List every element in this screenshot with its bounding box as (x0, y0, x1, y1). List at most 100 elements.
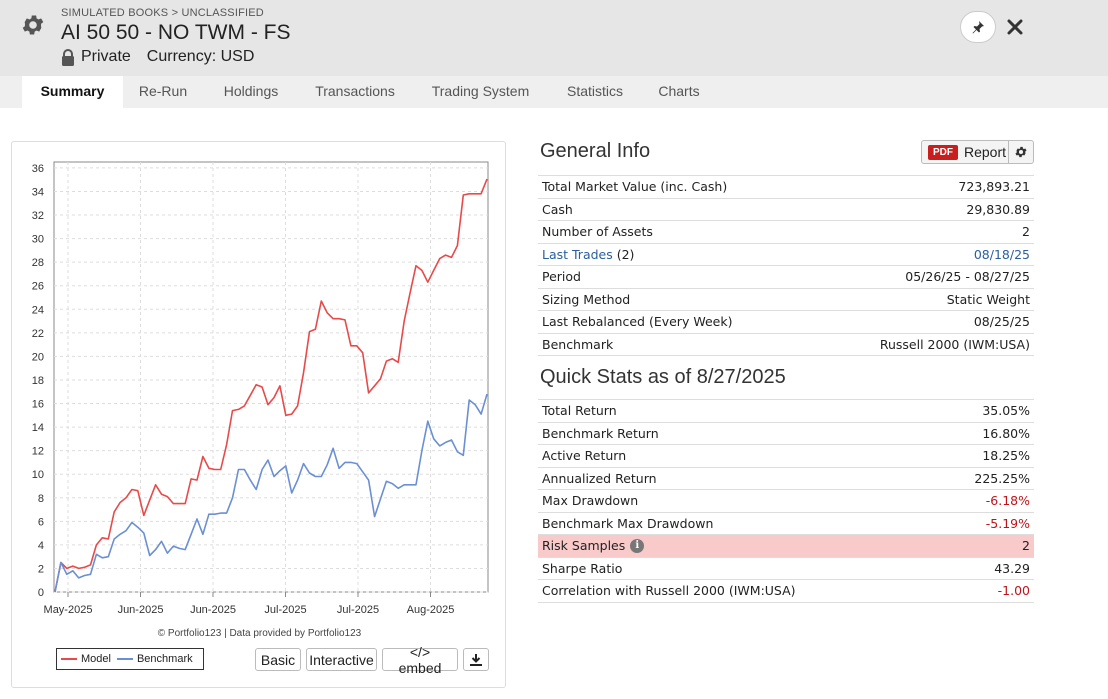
y-tick-label: 18 (32, 375, 44, 387)
pdf-icon: PDF (928, 144, 958, 160)
tab-summary[interactable]: Summary (22, 76, 123, 108)
stat-row-risk-samples: Risk Samples i 2 (538, 535, 1034, 558)
stat-value: 2 (1022, 538, 1030, 554)
last-trades-count: (2) (612, 246, 635, 262)
info-icon[interactable]: i (630, 538, 645, 553)
download-button[interactable] (463, 648, 489, 671)
pin-button[interactable] (960, 11, 996, 43)
stat-label: Benchmark Return (542, 425, 659, 441)
interactive-button[interactable]: Interactive (306, 648, 377, 671)
chart-credit: © Portfolio123 | Data provided by Portfo… (157, 628, 362, 639)
x-tick-label: Jun-2025 (190, 604, 236, 616)
stat-value: -6.18% (985, 493, 1030, 509)
y-tick-label: 24 (32, 304, 44, 316)
stat-value: 18.25% (982, 448, 1030, 464)
info-value: Russell 2000 (IWM:USA) (879, 336, 1030, 352)
tab-bar: Summary Re-Run Holdings Transactions Tra… (0, 76, 1108, 108)
tab-trading-system[interactable]: Trading System (431, 83, 530, 99)
report-label: Report (964, 144, 1007, 160)
y-tick-label: 2 (38, 563, 44, 575)
tab-re-run[interactable]: Re-Run (138, 83, 188, 99)
stat-value: -1.00 (997, 583, 1030, 599)
info-label: Last Rebalanced (Every Week) (542, 314, 733, 330)
stat-label: Risk Samples i (542, 538, 645, 554)
x-tick-label: Jul-2025 (337, 604, 379, 616)
info-label: Benchmark (542, 336, 614, 352)
visibility-label: Private (81, 48, 131, 65)
y-tick-label: 14 (32, 422, 44, 434)
header-bar: SIMULATED BOOKS > UNCLASSIFIED AI 50 50 … (0, 0, 1108, 76)
info-label: Cash (542, 201, 573, 217)
y-tick-label: 4 (38, 540, 44, 552)
info-value: 2 (1022, 224, 1030, 240)
y-tick-label: 12 (32, 446, 44, 458)
last-trades-link[interactable]: Last Trades (542, 246, 613, 262)
info-value: 05/26/25 - 08/27/25 (905, 269, 1030, 285)
currency-label: Currency: USD (146, 48, 255, 65)
info-label: Number of Assets (542, 224, 653, 240)
y-tick-label: 26 (32, 281, 44, 293)
risk-samples-label: Risk Samples (542, 538, 626, 554)
info-row-period: Period 05/26/25 - 08/27/25 (538, 266, 1034, 289)
info-row-benchmark: Benchmark Russell 2000 (IWM:USA) (538, 334, 1034, 356)
info-row-last-rebalanced: Last Rebalanced (Every Week) 08/25/25 (538, 311, 1034, 334)
info-row-cash: Cash 29,830.89 (538, 199, 1034, 221)
gear-icon[interactable] (20, 12, 46, 38)
y-tick-label: 34 (32, 186, 44, 198)
stat-label: Benchmark Max Drawdown (542, 515, 714, 531)
legend-item-model[interactable]: Model (61, 653, 111, 665)
info-value: 08/25/25 (973, 314, 1030, 330)
info-label: Total Market Value (inc. Cash) (542, 179, 728, 195)
stat-label: Sharpe Ratio (542, 560, 623, 576)
info-row-last-trades: Last Trades (2) 08/18/25 (538, 244, 1034, 266)
stat-row-benchmark-max-drawdown: Benchmark Max Drawdown -5.19% (538, 513, 1034, 535)
download-icon (470, 653, 482, 666)
y-tick-label: 32 (32, 210, 44, 222)
legend-label-benchmark: Benchmark (136, 653, 193, 665)
info-label: Period (542, 269, 581, 285)
close-button[interactable] (1004, 16, 1026, 38)
info-value: 723,893.21 (958, 179, 1030, 195)
report-settings-button[interactable] (1008, 140, 1034, 164)
plot-area (53, 161, 489, 593)
y-tick-label: 22 (32, 328, 44, 340)
y-tick-label: 30 (32, 234, 44, 246)
tab-charts[interactable]: Charts (658, 83, 700, 99)
y-tick-label: 36 (32, 163, 44, 175)
last-trades-date-link[interactable]: 08/18/25 (973, 246, 1030, 262)
page-title: AI 50 50 - NO TWM - FS (61, 21, 291, 44)
x-tick-label: Aug-2025 (407, 604, 455, 616)
performance-chart[interactable]: 024681012141618202224262830323436May-202… (12, 142, 507, 622)
stat-value: 16.80% (982, 425, 1030, 441)
y-tick-label: 28 (32, 257, 44, 269)
stat-row-max-drawdown: Max Drawdown -6.18% (538, 490, 1034, 513)
stat-row-correlation: Correlation with Russell 2000 (IWM:USA) … (538, 580, 1034, 603)
quick-stats-title: Quick Stats as of 8/27/2025 (540, 366, 786, 388)
stat-label: Annualized Return (542, 470, 657, 486)
stat-row-total-return: Total Return 35.05% (538, 400, 1034, 423)
legend-item-benchmark[interactable]: Benchmark (116, 653, 193, 665)
stat-label: Active Return (542, 448, 627, 464)
y-tick-label: 16 (32, 399, 44, 411)
embed-button[interactable]: </> embed (382, 644, 458, 676)
tab-transactions[interactable]: Transactions (315, 83, 395, 99)
gear-icon (1015, 146, 1027, 158)
tab-holdings[interactable]: Holdings (223, 83, 279, 99)
pin-icon (972, 21, 984, 34)
general-info-title: General Info (540, 140, 651, 162)
info-value: Static Weight (946, 291, 1030, 307)
info-label: Sizing Method (542, 291, 631, 307)
breadcrumb[interactable]: SIMULATED BOOKS > UNCLASSIFIED (61, 7, 264, 19)
info-row-number-of-assets: Number of Assets 2 (538, 221, 1034, 244)
tab-statistics[interactable]: Statistics (566, 83, 623, 99)
y-tick-label: 6 (38, 516, 44, 528)
pdf-report-button[interactable]: PDF Report (921, 140, 1009, 164)
stat-row-sharpe-ratio: Sharpe Ratio 43.29 (538, 558, 1034, 580)
info-label: Last Trades (2) (542, 247, 634, 262)
x-tick-label: Jun-2025 (118, 604, 164, 616)
performance-chart-panel: 0 2 4 6 8 10 12 14 16 18 20 22 24 26 28 30 32 34 36 May-202… (11, 141, 506, 688)
basic-button[interactable]: Basic (255, 648, 301, 671)
quick-stats-table: Total Return 35.05% Benchmark Return 16.… (538, 399, 1034, 603)
info-row-total-market-value: Total Market Value (inc. Cash) 723,893.2… (538, 176, 1034, 199)
stat-row-active-return: Active Return 18.25% (538, 445, 1034, 468)
